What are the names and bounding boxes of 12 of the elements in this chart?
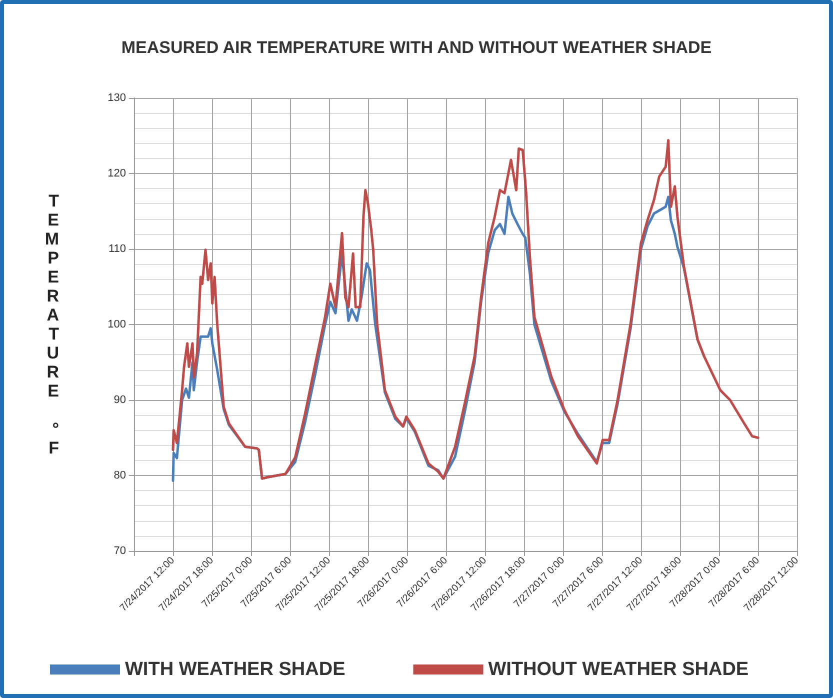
y-tick-label: 120: [108, 168, 126, 180]
legend-label: WITHOUT WEATHER SHADE: [488, 659, 749, 680]
y-tick-label: 100: [108, 318, 126, 330]
y-tick-label: 70: [114, 545, 126, 557]
line-series: [172, 139, 760, 480]
text: TEMPERATURE °F: [44, 192, 59, 458]
legend-label: WITH WEATHER SHADE: [125, 659, 346, 680]
y-tick-label: 110: [108, 243, 126, 255]
y-tick-label: 90: [114, 394, 126, 406]
y-tick-label: 80: [114, 470, 126, 482]
y-tick-label: 130: [108, 92, 126, 104]
chart-title: MEASURED AIR TEMPERATURE WITH AND WITHOUT WEATHER SHADE: [121, 38, 712, 57]
